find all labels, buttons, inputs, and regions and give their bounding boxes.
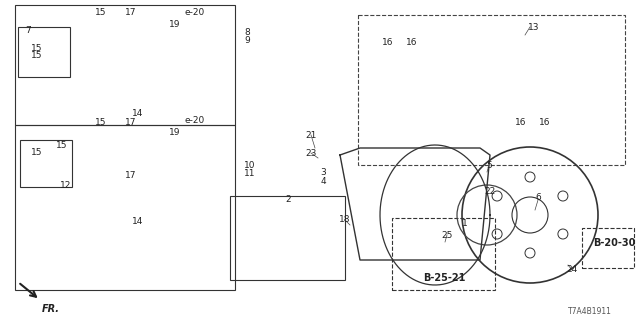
Text: 17: 17: [125, 171, 137, 180]
Text: 10: 10: [244, 161, 255, 170]
Bar: [20, 140, 72, 187]
Bar: [15, 5, 235, 125]
Text: e-20: e-20: [185, 7, 205, 17]
Text: FR.: FR.: [42, 304, 60, 314]
Text: 8: 8: [244, 28, 250, 36]
Text: 16: 16: [515, 117, 527, 126]
Bar: [15, 125, 235, 290]
Text: 25: 25: [442, 230, 452, 239]
Text: 5: 5: [486, 161, 492, 170]
Text: 11: 11: [244, 169, 255, 178]
Text: 16: 16: [382, 37, 394, 46]
Text: 22: 22: [484, 188, 495, 196]
Text: 15: 15: [95, 117, 107, 126]
Text: 14: 14: [132, 108, 144, 117]
Text: 13: 13: [528, 22, 540, 31]
Text: 3: 3: [320, 167, 326, 177]
Text: 2: 2: [285, 196, 291, 204]
Text: e-20: e-20: [185, 116, 205, 124]
Text: 14: 14: [132, 218, 144, 227]
Text: 1: 1: [462, 219, 468, 228]
Text: 4: 4: [320, 177, 326, 186]
Text: 12: 12: [60, 180, 72, 189]
Text: 24: 24: [566, 266, 578, 275]
Text: B-20-30: B-20-30: [593, 238, 635, 248]
Text: 15: 15: [56, 140, 67, 149]
Text: B-25-21: B-25-21: [423, 273, 465, 283]
Text: 6: 6: [535, 193, 541, 202]
Text: 15: 15: [31, 44, 42, 52]
Bar: [18, 27, 70, 77]
Text: 18: 18: [339, 215, 351, 225]
Text: 17: 17: [125, 117, 137, 126]
Text: 19: 19: [169, 20, 180, 28]
Text: 23: 23: [305, 148, 317, 157]
Bar: [230, 196, 345, 280]
Text: 15: 15: [31, 148, 42, 156]
Text: 16: 16: [406, 37, 418, 46]
Text: 15: 15: [31, 51, 42, 60]
Text: 19: 19: [169, 127, 180, 137]
Bar: [582, 228, 634, 268]
Text: 16: 16: [540, 117, 551, 126]
Text: 15: 15: [95, 7, 107, 17]
Text: T7A4B1911: T7A4B1911: [568, 308, 612, 316]
Text: 7: 7: [25, 26, 31, 35]
Bar: [392, 218, 495, 290]
Text: 21: 21: [305, 131, 317, 140]
Text: 9: 9: [244, 36, 250, 44]
Text: 17: 17: [125, 7, 137, 17]
